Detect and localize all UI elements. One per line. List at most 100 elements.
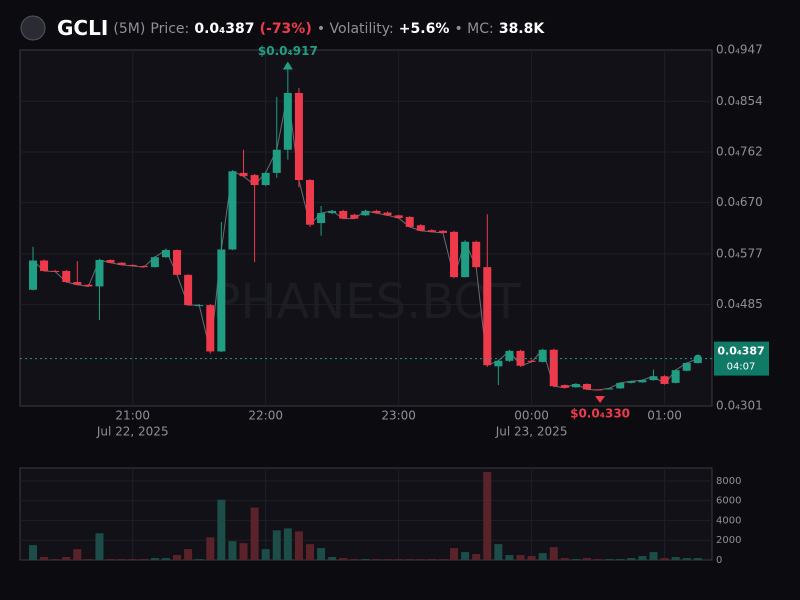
token-icon <box>20 15 46 41</box>
volume-bar <box>228 541 237 560</box>
y-tick-label: 0.0₄485 <box>716 297 763 311</box>
volume-bar <box>693 558 702 560</box>
y-tick-label: 0.0₄670 <box>716 195 763 209</box>
volume-plot <box>19 467 713 561</box>
marks: 0.0₄301 0.0₄485 0.0₄577 0.0₄670 0.0₄762 0.0₄8… <box>20 43 769 566</box>
y-tick-label: 0.0₄947 <box>716 43 763 57</box>
last-price-box <box>714 341 769 376</box>
volume-bar <box>571 559 580 560</box>
volume-bar <box>339 558 348 560</box>
volume-bar <box>649 552 658 560</box>
min-marker <box>595 396 606 404</box>
candle-body <box>184 274 193 306</box>
volume-bar <box>106 559 115 560</box>
candle-body <box>128 264 137 267</box>
candle-body <box>95 259 104 287</box>
candle-body <box>173 250 182 275</box>
volume-bar <box>450 548 459 560</box>
volume-bar <box>40 557 49 560</box>
volume-bar <box>261 549 270 560</box>
candle-body <box>261 172 270 186</box>
candle-body <box>461 241 470 278</box>
candle-body <box>84 284 93 287</box>
volume-bar <box>250 507 259 560</box>
candle-body <box>195 305 204 307</box>
candle-body <box>73 282 82 285</box>
volume-bar <box>516 555 525 560</box>
x-date-label: Jul 23, 2025 <box>495 425 568 439</box>
volume-bar <box>671 557 680 560</box>
volume-bar <box>317 548 326 560</box>
x-tick-label: 23:00 <box>381 409 416 423</box>
volume-bar <box>150 558 159 560</box>
volume-bar <box>372 559 381 560</box>
volatility: +5.6% <box>399 21 450 37</box>
candle-body <box>272 149 281 173</box>
volume-bar <box>184 549 193 560</box>
volatility-caption: • Volatility: <box>317 21 394 37</box>
countdown: 04:07 <box>727 362 756 373</box>
volume-bar <box>117 559 126 560</box>
volume-bar <box>73 549 82 560</box>
volume-bar <box>394 559 403 560</box>
volume-bar <box>361 559 370 560</box>
candle-body <box>228 171 237 250</box>
x-tick-label: 01:00 <box>647 409 682 423</box>
volume-bar <box>560 558 569 560</box>
candle-body <box>139 266 148 268</box>
volume-bar <box>638 556 647 560</box>
mc-caption: • MC: <box>454 21 493 37</box>
volume-bar <box>328 557 337 560</box>
last-price-dot <box>693 354 702 363</box>
candle-body <box>283 92 292 150</box>
volume-bar <box>505 555 514 560</box>
volume-bar <box>383 559 392 560</box>
interval: (5M) <box>113 21 145 37</box>
change: (-73%) <box>260 21 312 37</box>
volume-bar <box>627 558 636 560</box>
volume-bar <box>483 471 492 560</box>
volume-bar <box>350 559 359 560</box>
volume-bar <box>84 559 93 560</box>
candle-body <box>560 385 569 388</box>
volume-bar <box>306 544 314 560</box>
y-tick-label: 0.0₄762 <box>716 144 763 158</box>
x-tick-label: 22:00 <box>248 409 283 423</box>
candle-body <box>383 212 392 216</box>
candle-body <box>106 259 115 263</box>
candle-body <box>51 270 60 272</box>
candle-body <box>317 213 326 224</box>
candle-body <box>62 270 71 283</box>
candle-body <box>328 210 337 214</box>
volume-bar <box>583 558 591 560</box>
y-tick-label: 2000 <box>716 535 741 546</box>
candle-body <box>583 383 591 390</box>
candle-body <box>660 376 669 384</box>
candle-body <box>306 180 314 225</box>
candle-body <box>350 214 359 219</box>
candle-body <box>505 350 514 361</box>
candle-body <box>361 210 370 216</box>
min-label: $0.0₄330 <box>570 407 630 421</box>
x-tick-label: 00:00 <box>514 409 549 423</box>
candle-body <box>549 349 558 387</box>
candle-body <box>161 250 170 258</box>
price-plot <box>19 49 713 407</box>
volume-bar <box>549 547 558 560</box>
volume-bar <box>438 559 447 560</box>
volume-bar <box>294 531 303 560</box>
candle-body <box>40 260 49 271</box>
volume-bar <box>139 559 148 560</box>
volume-bar <box>95 533 104 560</box>
header: GCLI (5M) Price: 0.0₄387 (-73%) • Volati… <box>57 16 545 40</box>
volume-bar <box>605 559 614 560</box>
candle-body <box>29 260 37 290</box>
y-tick-label: 0 <box>716 555 722 566</box>
volume-bar <box>461 552 470 560</box>
symbol: GCLI <box>57 16 108 40</box>
candle-body <box>483 267 492 366</box>
volume-bar <box>594 559 603 560</box>
candle-body <box>616 382 625 389</box>
candle-body <box>117 262 126 265</box>
